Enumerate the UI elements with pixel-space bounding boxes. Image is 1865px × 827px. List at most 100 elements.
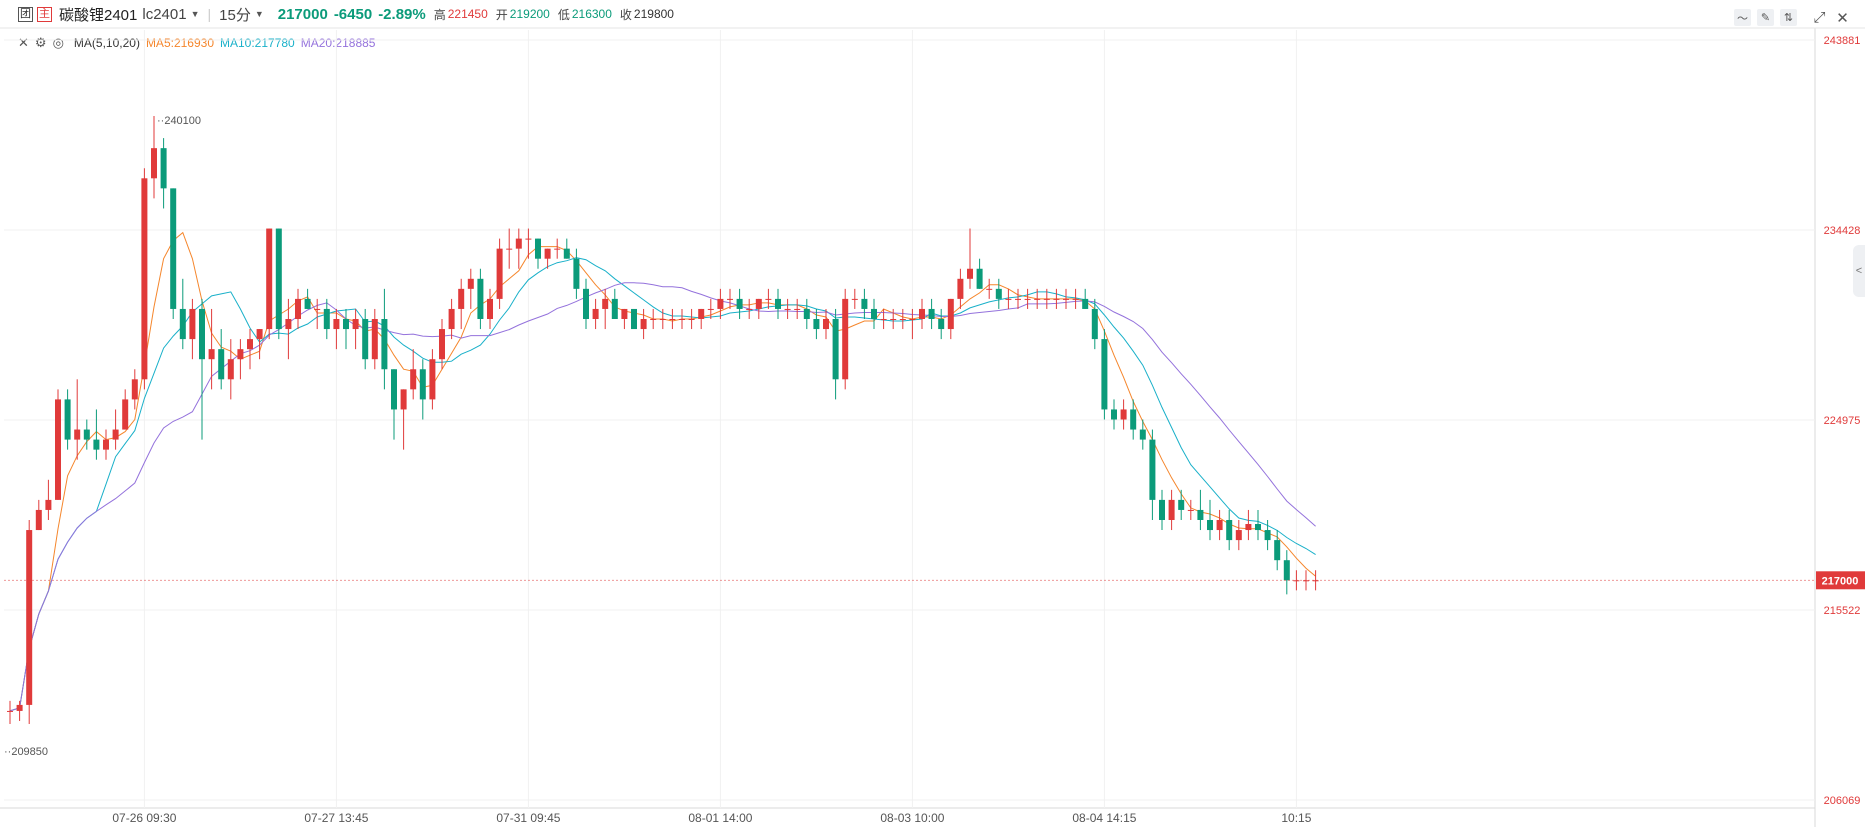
open-label: 开 (495, 7, 508, 22)
y-tick-label: 224975 (1824, 415, 1861, 427)
candle-body (83, 429, 90, 440)
candle-body (650, 319, 657, 321)
candle-body (1139, 429, 1146, 440)
fullscreen-icon[interactable]: ⤢ (1813, 9, 1826, 26)
x-tick-label: 08-01 14:00 (688, 811, 752, 825)
candle-body (1255, 524, 1261, 531)
candle-body (1072, 298, 1079, 300)
candle-body (410, 369, 417, 390)
candle-body (487, 298, 493, 320)
pen-icon[interactable]: ✎ (1757, 9, 1774, 26)
interval-selector[interactable]: 15分 (219, 6, 251, 24)
candle-body (458, 288, 465, 309)
interval-chevron-down-icon[interactable]: ▼ (254, 9, 264, 19)
candle-body (967, 268, 973, 279)
candle-body (16, 704, 23, 711)
candle-body (1005, 298, 1012, 300)
chevron-left-icon[interactable]: < (1853, 245, 1865, 297)
low-label: 低 (557, 7, 570, 22)
x-tick-label: 07-26 09:30 (112, 811, 176, 825)
candle-body (755, 298, 762, 309)
candle-body (1130, 409, 1137, 430)
candle-body (765, 298, 772, 300)
candle-body (976, 268, 983, 289)
candle-body (1159, 499, 1165, 520)
close-icon[interactable]: ✕ (18, 35, 29, 50)
symbol-code[interactable]: lc2401 (142, 5, 187, 23)
candle-body (237, 349, 244, 360)
candle-body (227, 359, 234, 380)
candle-body (1111, 409, 1117, 420)
last-price-tag (1816, 571, 1865, 590)
candle-body (842, 298, 849, 380)
candle-body (669, 319, 676, 321)
candle-body (851, 298, 858, 300)
candle-body (899, 319, 906, 321)
candle-body (573, 258, 580, 289)
candle-body (1101, 339, 1108, 410)
x-tick-label: 07-31 09:45 (496, 811, 560, 825)
candle-body (1178, 499, 1185, 510)
candle-body (554, 248, 561, 250)
candle-body (496, 248, 503, 299)
candle-body (1043, 298, 1050, 300)
candle-body (1091, 308, 1098, 340)
candle-body (707, 308, 714, 310)
min-price-label: ··209850 (4, 746, 48, 758)
candle-body (871, 308, 877, 320)
x-tick-label: 10:15 (1281, 811, 1311, 825)
candle-body (1264, 530, 1271, 541)
group-icon[interactable]: 团 (18, 6, 33, 22)
candle-body (621, 308, 628, 320)
last-price: 217000 (277, 5, 328, 23)
candle-body (1283, 560, 1290, 581)
candle-body (266, 228, 273, 330)
candle-body (477, 278, 484, 320)
candle-body (371, 319, 378, 360)
symbol-name[interactable]: 碳酸锂2401 (59, 6, 138, 24)
y-tick-label: 234428 (1824, 225, 1861, 237)
candle-body (727, 298, 733, 300)
candle-body (938, 319, 945, 330)
eye-icon[interactable]: ◎ (52, 35, 64, 50)
candle-body (602, 298, 609, 309)
candle-body (1034, 298, 1041, 300)
candle-body (45, 499, 52, 510)
candle-body (256, 329, 263, 340)
candle-body (74, 429, 81, 440)
candle-body (592, 308, 599, 320)
candle-body (1063, 298, 1069, 300)
candle-body (160, 148, 167, 189)
x-tick-label: 08-04 14:15 (1072, 811, 1136, 825)
candle-body (314, 308, 321, 310)
candle-body (1293, 580, 1300, 582)
candle-body (429, 359, 436, 400)
candle-body (103, 439, 109, 450)
x-tick-label: 08-03 10:00 (880, 811, 944, 825)
ma5-line (9, 231, 1316, 712)
chevron-down-icon[interactable]: ▼ (190, 9, 200, 19)
candle-body (659, 319, 666, 321)
candle-body (199, 308, 205, 360)
main-contract-icon[interactable]: 主 (37, 6, 52, 22)
candle-body (1226, 519, 1233, 541)
candle-body (304, 298, 311, 309)
candle-body (55, 399, 61, 500)
candle-body (640, 319, 647, 330)
candle-body (928, 308, 935, 320)
candle-body (1303, 580, 1309, 582)
line-chart-icon[interactable]: 〜 (1734, 9, 1751, 26)
candle-body (909, 319, 916, 321)
high-value: 221450 (447, 7, 488, 21)
candle-body (122, 399, 129, 430)
candle-body (1274, 540, 1281, 561)
candle-body (698, 308, 705, 320)
y-tick-label: 215522 (1824, 605, 1861, 617)
candle-body (323, 308, 330, 330)
close-icon[interactable]: ✕ (1836, 9, 1849, 27)
candle-body (141, 178, 148, 380)
candlestick-icon[interactable]: ⇅ (1780, 9, 1797, 26)
candle-body (93, 439, 100, 450)
settings-icon[interactable]: ⚙ (34, 35, 47, 50)
